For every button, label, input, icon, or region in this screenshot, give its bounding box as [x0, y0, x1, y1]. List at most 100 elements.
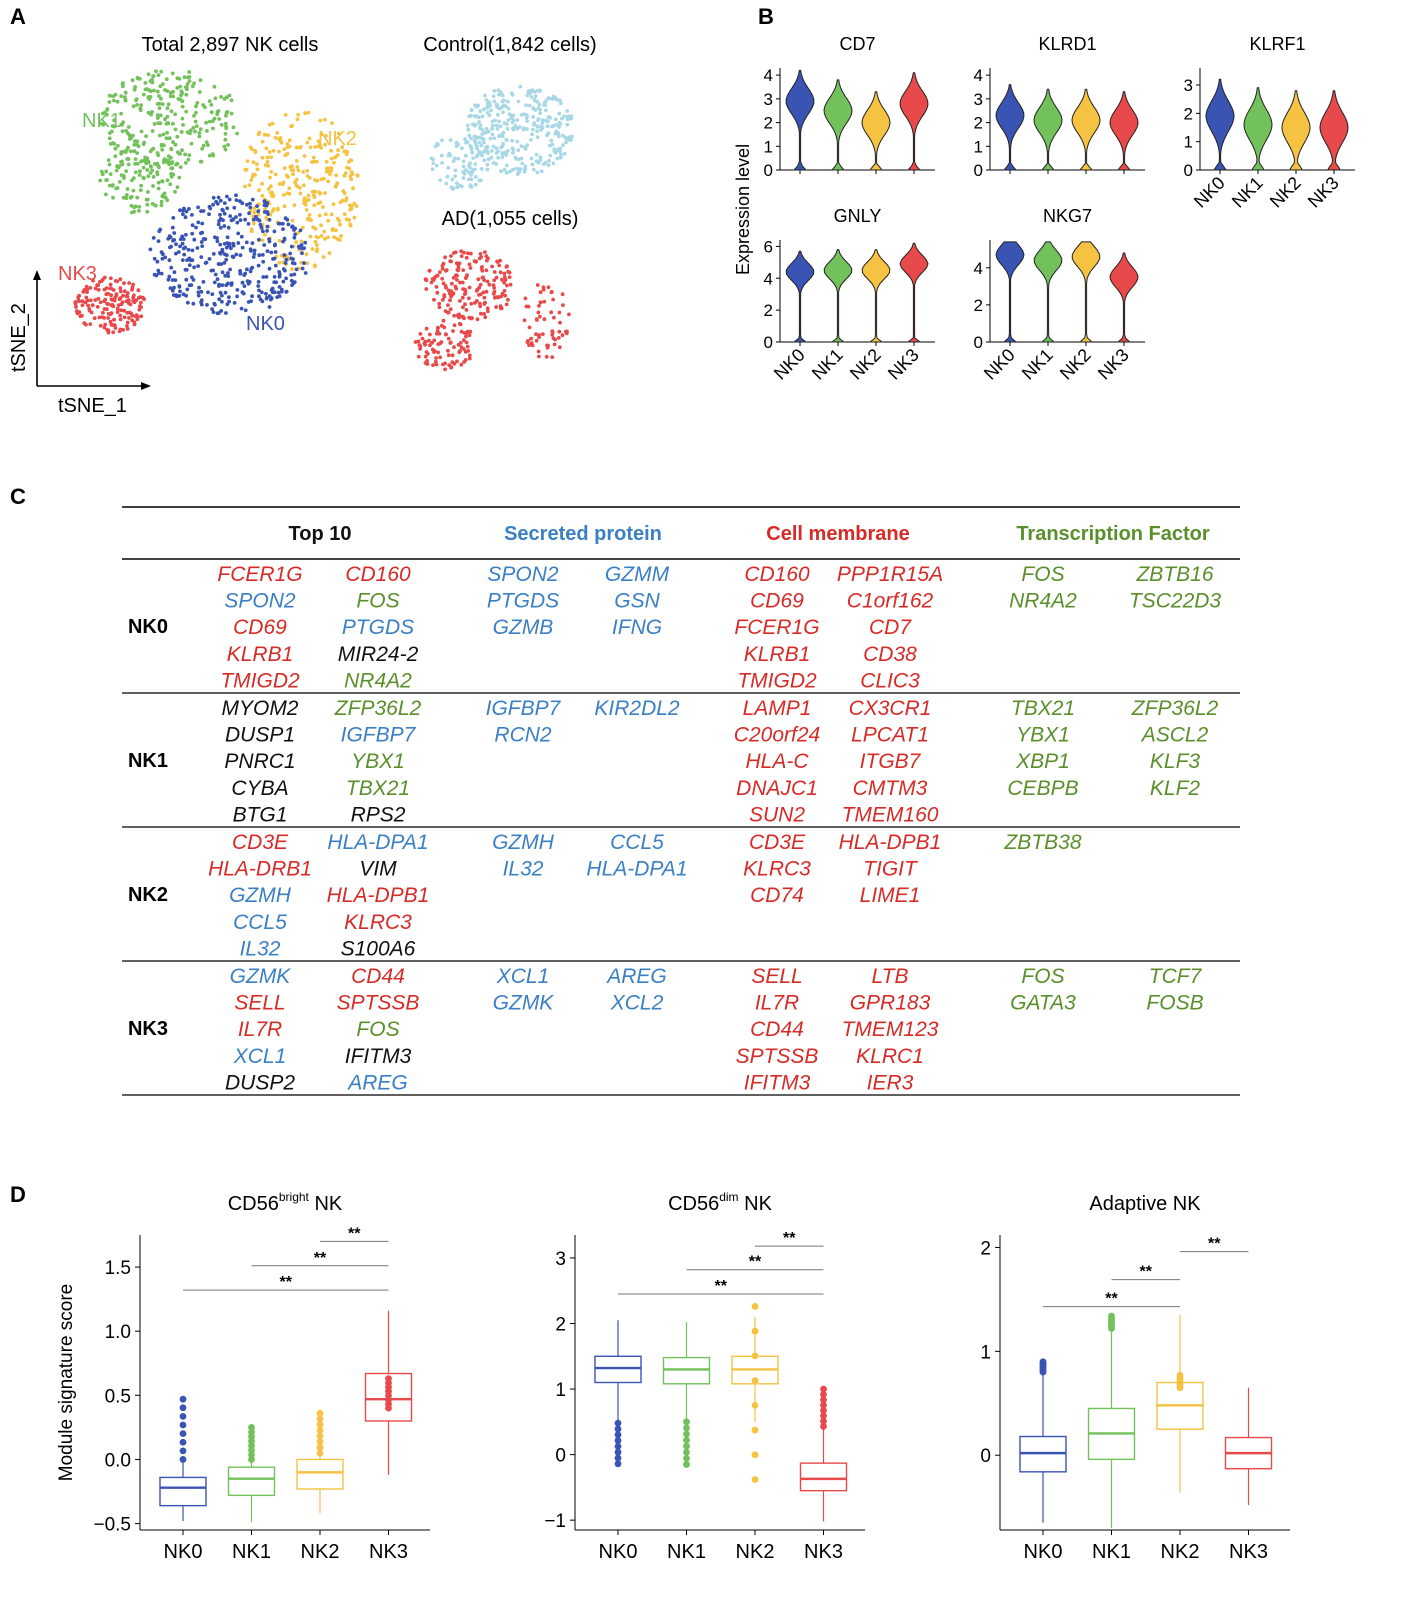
tsne-point-control	[444, 181, 449, 186]
tsne-point-nk0	[277, 294, 282, 299]
tsne-point-nk1	[143, 159, 148, 164]
boxplot-outlier	[614, 1460, 622, 1468]
tsne-point-nk0	[267, 266, 272, 271]
boxplot-outlier	[683, 1430, 690, 1438]
tsne-point-nk0	[225, 235, 230, 240]
tsne-point-nk1	[173, 189, 177, 194]
tsne-point-ad	[451, 276, 456, 280]
tsne-point-nk2	[314, 159, 319, 164]
tsne-point-nk0	[211, 268, 216, 273]
tsne-point-ad	[525, 340, 530, 344]
tsne-point-nk0	[222, 252, 227, 257]
boxplot-x-label: NK0	[599, 1541, 638, 1563]
tsne-point-nk3	[127, 310, 132, 315]
tsne-point-nk0	[232, 301, 237, 305]
tsne-point-control	[548, 115, 552, 120]
tsne-point-nk0	[303, 271, 308, 275]
tsne-point-ad	[440, 276, 445, 281]
tsne-point-nk2	[295, 184, 300, 189]
table-gene-top10: FOS	[356, 1018, 399, 1041]
tsne-point-control	[516, 148, 521, 153]
tsne-point-nk0	[262, 243, 267, 247]
boxplot-x-label: NK2	[1161, 1541, 1200, 1563]
tsne-point-nk3	[91, 278, 95, 283]
tsne-point-nk0	[174, 294, 179, 299]
tsne-point-ad	[425, 352, 430, 356]
boxplot-outlier	[316, 1421, 324, 1429]
tsne-point-nk2	[249, 178, 254, 182]
tsne-point-nk2	[251, 214, 255, 218]
tsne-point-nk3	[90, 303, 95, 307]
tsne-point-ad	[468, 329, 473, 334]
tsne-point-control	[453, 168, 458, 173]
table-gene-secreted: AREG	[605, 965, 667, 988]
tsne-point-nk2	[303, 111, 307, 116]
tsne-point-nk0	[226, 271, 230, 275]
tsne-point-nk3	[106, 302, 111, 306]
tsne-point-nk3	[80, 303, 85, 308]
table-gene-top10: HLA-DPB1	[327, 884, 430, 907]
violin-y-tick-label: 0	[974, 333, 983, 352]
tsne-point-nk0	[204, 260, 209, 265]
tsne-point-nk3	[132, 321, 137, 325]
tsne-point-control	[511, 151, 515, 155]
tsne-point-nk1	[110, 129, 114, 134]
tsne-point-nk2	[336, 148, 340, 153]
tsne-point-nk0	[249, 249, 253, 253]
boxplot-y-tick-label: 2	[555, 1315, 566, 1336]
tsne-point-nk0	[257, 288, 261, 293]
tsne-point-nk1	[169, 109, 174, 114]
tsne-point-control	[440, 161, 444, 165]
tsne-point-nk2	[260, 155, 265, 160]
tsne-point-nk2	[260, 238, 265, 243]
tsne-point-nk2	[253, 150, 258, 155]
tsne-point-nk0	[207, 204, 212, 209]
tsne-point-nk2	[270, 121, 275, 126]
tsne-point-ad	[461, 338, 466, 343]
tsne-point-nk0	[184, 267, 189, 272]
tsne-point-nk0	[174, 251, 178, 256]
tsne-point-nk0	[273, 242, 277, 247]
tsne-point-nk0	[186, 300, 190, 305]
table-gene-top10: SPON2	[224, 590, 296, 613]
tsne-point-control	[519, 156, 524, 161]
tsne-point-control	[451, 159, 456, 164]
tsne-point-control	[511, 147, 516, 152]
tsne-point-control	[485, 167, 490, 172]
tsne-point-control	[488, 104, 493, 108]
tsne-point-control	[471, 156, 475, 161]
tsne-point-nk0	[167, 274, 172, 279]
boxplot-y-tick-label: 1.5	[105, 1258, 131, 1279]
table-gene-top10: SELL	[234, 992, 285, 1015]
tsne-point-nk2	[323, 237, 327, 241]
tsne-point-control	[510, 138, 514, 143]
tsne-point-nk2	[318, 191, 322, 196]
boxplot-box-nk1	[227, 1466, 276, 1497]
tsne-point-control	[518, 84, 523, 89]
tsne-point-ad	[450, 353, 455, 358]
table-cluster-label: NK0	[128, 616, 168, 638]
tsne-point-nk0	[229, 283, 234, 287]
tsne-point-nk2	[257, 188, 261, 193]
tsne-point-nk3	[111, 330, 116, 335]
tsne-point-control	[545, 133, 549, 138]
table-gene-top10: TMIGD2	[220, 669, 300, 692]
table-gene-top10: KLRC3	[344, 911, 412, 934]
tsne-point-nk0	[265, 201, 269, 206]
tsne-point-nk1	[184, 92, 189, 97]
tsne-point-nk1	[122, 174, 126, 178]
boxplot-outlier	[683, 1418, 690, 1426]
table-gene-top10: MYOM2	[221, 697, 298, 720]
table-header: Top 10	[289, 523, 352, 545]
tsne-point-control	[500, 93, 505, 98]
tsne-point-nk0	[239, 234, 244, 239]
tsne-point-nk1	[191, 126, 196, 130]
tsne-point-control	[478, 123, 483, 128]
tsne-point-nk0	[222, 201, 227, 206]
table-gene-top10: IGFBP7	[341, 724, 417, 747]
tsne-point-nk1	[107, 100, 112, 104]
tsne-point-nk2	[301, 183, 306, 188]
tsne-point-nk0	[190, 223, 195, 228]
tsne-point-ad	[450, 281, 454, 286]
boxplot-outlier	[179, 1395, 187, 1403]
